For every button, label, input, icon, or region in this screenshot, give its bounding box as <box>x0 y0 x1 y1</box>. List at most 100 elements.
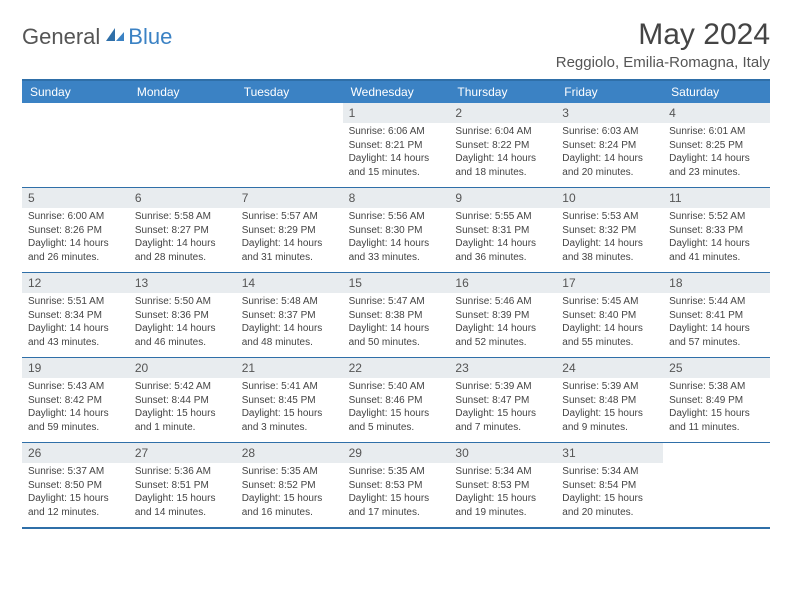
day-cell: 23Sunrise: 5:39 AMSunset: 8:47 PMDayligh… <box>449 358 556 442</box>
day-header-cell: Thursday <box>449 81 556 103</box>
day-cell <box>236 103 343 187</box>
day-number: 3 <box>556 103 663 123</box>
day-number: 5 <box>22 188 129 208</box>
sunrise-text: Sunrise: 5:34 AM <box>562 465 657 479</box>
sunset-text: Sunset: 8:45 PM <box>242 394 337 408</box>
daylight-text: Daylight: 14 hours and 31 minutes. <box>242 237 337 264</box>
sunset-text: Sunset: 8:34 PM <box>28 309 123 323</box>
sunset-text: Sunset: 8:44 PM <box>135 394 230 408</box>
day-number: 7 <box>236 188 343 208</box>
day-number: 28 <box>236 443 343 463</box>
day-body: Sunrise: 6:00 AMSunset: 8:26 PMDaylight:… <box>22 208 129 268</box>
daylight-text: Daylight: 14 hours and 59 minutes. <box>28 407 123 434</box>
day-body: Sunrise: 5:34 AMSunset: 8:53 PMDaylight:… <box>449 463 556 523</box>
day-header-cell: Monday <box>129 81 236 103</box>
daylight-text: Daylight: 14 hours and 15 minutes. <box>349 152 444 179</box>
day-cell: 8Sunrise: 5:56 AMSunset: 8:30 PMDaylight… <box>343 188 450 272</box>
day-cell: 26Sunrise: 5:37 AMSunset: 8:50 PMDayligh… <box>22 443 129 527</box>
day-number: 21 <box>236 358 343 378</box>
day-cell: 30Sunrise: 5:34 AMSunset: 8:53 PMDayligh… <box>449 443 556 527</box>
day-body: Sunrise: 5:56 AMSunset: 8:30 PMDaylight:… <box>343 208 450 268</box>
sunset-text: Sunset: 8:29 PM <box>242 224 337 238</box>
sunrise-text: Sunrise: 6:01 AM <box>669 125 764 139</box>
day-cell: 18Sunrise: 5:44 AMSunset: 8:41 PMDayligh… <box>663 273 770 357</box>
day-body: Sunrise: 5:41 AMSunset: 8:45 PMDaylight:… <box>236 378 343 438</box>
sunrise-text: Sunrise: 5:43 AM <box>28 380 123 394</box>
sunset-text: Sunset: 8:46 PM <box>349 394 444 408</box>
daylight-text: Daylight: 15 hours and 12 minutes. <box>28 492 123 519</box>
sunset-text: Sunset: 8:32 PM <box>562 224 657 238</box>
sunset-text: Sunset: 8:52 PM <box>242 479 337 493</box>
day-number: 20 <box>129 358 236 378</box>
day-number: 6 <box>129 188 236 208</box>
sunset-text: Sunset: 8:39 PM <box>455 309 550 323</box>
day-number: 11 <box>663 188 770 208</box>
sunrise-text: Sunrise: 5:46 AM <box>455 295 550 309</box>
day-cell: 31Sunrise: 5:34 AMSunset: 8:54 PMDayligh… <box>556 443 663 527</box>
sunrise-text: Sunrise: 5:35 AM <box>349 465 444 479</box>
daylight-text: Daylight: 14 hours and 46 minutes. <box>135 322 230 349</box>
sunset-text: Sunset: 8:40 PM <box>562 309 657 323</box>
sunrise-text: Sunrise: 5:41 AM <box>242 380 337 394</box>
page-title: May 2024 <box>556 18 770 52</box>
day-body: Sunrise: 5:34 AMSunset: 8:54 PMDaylight:… <box>556 463 663 523</box>
day-number: 16 <box>449 273 556 293</box>
logo: General Blue <box>22 24 172 50</box>
sunrise-text: Sunrise: 5:42 AM <box>135 380 230 394</box>
day-number: 27 <box>129 443 236 463</box>
day-header-cell: Friday <box>556 81 663 103</box>
sunrise-text: Sunrise: 6:00 AM <box>28 210 123 224</box>
day-number: 9 <box>449 188 556 208</box>
logo-text-blue: Blue <box>128 24 172 50</box>
day-number: 25 <box>663 358 770 378</box>
day-cell: 16Sunrise: 5:46 AMSunset: 8:39 PMDayligh… <box>449 273 556 357</box>
sunset-text: Sunset: 8:38 PM <box>349 309 444 323</box>
daylight-text: Daylight: 15 hours and 17 minutes. <box>349 492 444 519</box>
daylight-text: Daylight: 14 hours and 48 minutes. <box>242 322 337 349</box>
sunset-text: Sunset: 8:22 PM <box>455 139 550 153</box>
day-body: Sunrise: 5:43 AMSunset: 8:42 PMDaylight:… <box>22 378 129 438</box>
daylight-text: Daylight: 14 hours and 43 minutes. <box>28 322 123 349</box>
day-body: Sunrise: 5:42 AMSunset: 8:44 PMDaylight:… <box>129 378 236 438</box>
day-body: Sunrise: 5:50 AMSunset: 8:36 PMDaylight:… <box>129 293 236 353</box>
calendar: SundayMondayTuesdayWednesdayThursdayFrid… <box>22 79 770 529</box>
day-number: 29 <box>343 443 450 463</box>
sunset-text: Sunset: 8:30 PM <box>349 224 444 238</box>
daylight-text: Daylight: 15 hours and 16 minutes. <box>242 492 337 519</box>
daylight-text: Daylight: 15 hours and 9 minutes. <box>562 407 657 434</box>
sunset-text: Sunset: 8:53 PM <box>349 479 444 493</box>
daylight-text: Daylight: 15 hours and 5 minutes. <box>349 407 444 434</box>
sunrise-text: Sunrise: 5:44 AM <box>669 295 764 309</box>
sunset-text: Sunset: 8:41 PM <box>669 309 764 323</box>
week-row: 12Sunrise: 5:51 AMSunset: 8:34 PMDayligh… <box>22 273 770 358</box>
sunset-text: Sunset: 8:37 PM <box>242 309 337 323</box>
week-row: 26Sunrise: 5:37 AMSunset: 8:50 PMDayligh… <box>22 443 770 527</box>
day-cell: 11Sunrise: 5:52 AMSunset: 8:33 PMDayligh… <box>663 188 770 272</box>
day-body: Sunrise: 5:48 AMSunset: 8:37 PMDaylight:… <box>236 293 343 353</box>
day-header-cell: Wednesday <box>343 81 450 103</box>
day-cell: 6Sunrise: 5:58 AMSunset: 8:27 PMDaylight… <box>129 188 236 272</box>
sunrise-text: Sunrise: 5:50 AM <box>135 295 230 309</box>
day-number: 14 <box>236 273 343 293</box>
day-body: Sunrise: 5:46 AMSunset: 8:39 PMDaylight:… <box>449 293 556 353</box>
title-block: May 2024 Reggiolo, Emilia-Romagna, Italy <box>556 18 770 71</box>
day-number: 1 <box>343 103 450 123</box>
day-body: Sunrise: 5:37 AMSunset: 8:50 PMDaylight:… <box>22 463 129 523</box>
daylight-text: Daylight: 14 hours and 50 minutes. <box>349 322 444 349</box>
day-body: Sunrise: 5:44 AMSunset: 8:41 PMDaylight:… <box>663 293 770 353</box>
daylight-text: Daylight: 15 hours and 19 minutes. <box>455 492 550 519</box>
sunset-text: Sunset: 8:24 PM <box>562 139 657 153</box>
sunset-text: Sunset: 8:53 PM <box>455 479 550 493</box>
day-cell: 15Sunrise: 5:47 AMSunset: 8:38 PMDayligh… <box>343 273 450 357</box>
day-body: Sunrise: 5:51 AMSunset: 8:34 PMDaylight:… <box>22 293 129 353</box>
sunrise-text: Sunrise: 5:39 AM <box>455 380 550 394</box>
day-body: Sunrise: 5:38 AMSunset: 8:49 PMDaylight:… <box>663 378 770 438</box>
daylight-text: Daylight: 15 hours and 14 minutes. <box>135 492 230 519</box>
day-cell: 19Sunrise: 5:43 AMSunset: 8:42 PMDayligh… <box>22 358 129 442</box>
daylight-text: Daylight: 14 hours and 57 minutes. <box>669 322 764 349</box>
day-cell: 7Sunrise: 5:57 AMSunset: 8:29 PMDaylight… <box>236 188 343 272</box>
day-cell: 21Sunrise: 5:41 AMSunset: 8:45 PMDayligh… <box>236 358 343 442</box>
day-body: Sunrise: 5:39 AMSunset: 8:47 PMDaylight:… <box>449 378 556 438</box>
sunset-text: Sunset: 8:36 PM <box>135 309 230 323</box>
sunset-text: Sunset: 8:50 PM <box>28 479 123 493</box>
